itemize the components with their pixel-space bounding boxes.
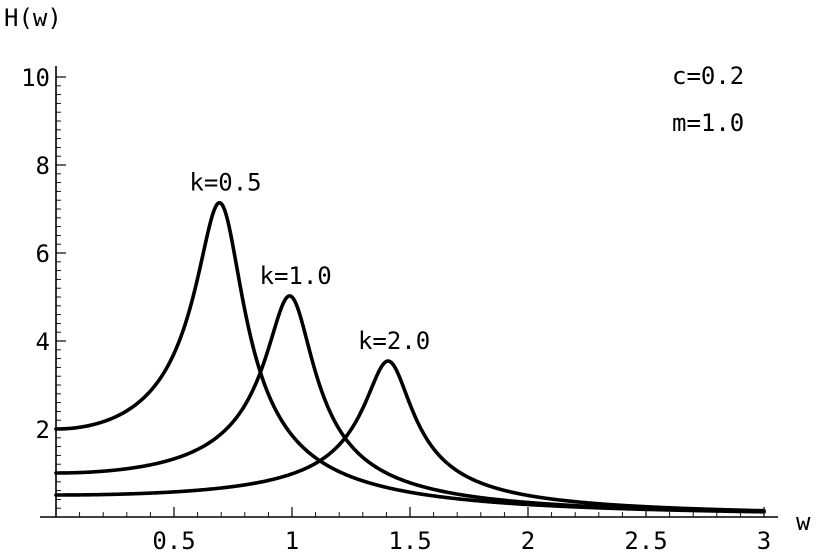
x-tick-label: 2: [521, 527, 535, 554]
series-label: k=1.0: [260, 262, 332, 290]
axes: [40, 66, 778, 518]
series-label: k=0.5: [189, 169, 261, 197]
y-axis-label: H(w): [4, 4, 62, 32]
y-tick-label: 10: [21, 64, 50, 92]
series-label: k=2.0: [358, 327, 430, 355]
y-tick-label: 4: [36, 328, 50, 356]
y-tick-label: 8: [36, 152, 50, 180]
x-tick-label: 2.5: [624, 527, 667, 554]
x-tick-label: 1: [285, 527, 299, 554]
curves: [54, 200, 766, 514]
series-line-k=1.0: [54, 294, 766, 514]
x-tick-label: 3: [757, 527, 771, 554]
parameter-annotation: m=1.0: [672, 109, 744, 137]
y-tick-label: 2: [36, 416, 50, 444]
x-tick-label: 1.5: [388, 527, 431, 554]
series-line-k=0.5: [54, 200, 766, 514]
series-line-k=2.0: [54, 359, 766, 513]
x-tick-label: 0.5: [152, 527, 195, 554]
y-tick-label: 6: [36, 240, 50, 268]
labels: 0.5 1 1.5 2 2.5 3 2 4 6 8 10 H(w) w c=0.2 m=1.0 k=0.5 k=…: [4, 4, 811, 554]
parameter-annotation: c=0.2: [672, 62, 744, 90]
x-axis-label: w: [796, 508, 811, 536]
